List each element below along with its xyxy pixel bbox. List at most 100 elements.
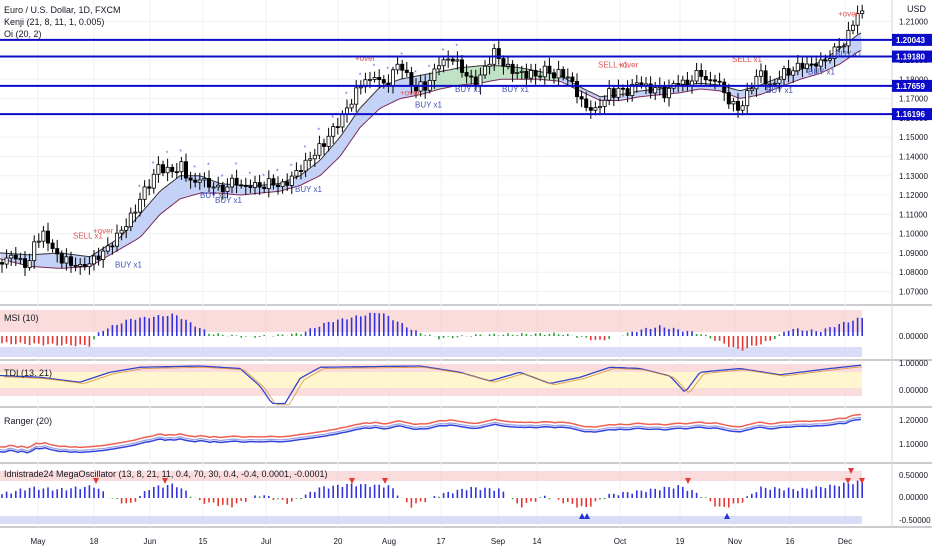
candle-body bbox=[602, 99, 607, 107]
msi-pane-title[interactable]: MSI (10) bbox=[4, 313, 39, 323]
candle-body bbox=[667, 87, 672, 99]
signal-star: * bbox=[193, 165, 196, 172]
candle-body bbox=[777, 78, 782, 84]
candle-body bbox=[137, 198, 142, 213]
mega-upper-zone bbox=[0, 471, 862, 481]
candle-body bbox=[317, 143, 322, 156]
x-tick-label: 19 bbox=[676, 537, 685, 546]
candle-body bbox=[395, 63, 400, 71]
signal-star: * bbox=[373, 64, 376, 71]
candle-body bbox=[634, 82, 639, 85]
candle-body bbox=[105, 245, 110, 252]
signal-star: * bbox=[442, 48, 445, 55]
candle-body bbox=[588, 107, 593, 111]
candle-body bbox=[312, 154, 317, 160]
candle-body bbox=[234, 177, 239, 186]
signal-label: +over bbox=[355, 54, 376, 63]
candle-body bbox=[183, 161, 188, 179]
signal-star: * bbox=[290, 164, 293, 171]
candle-body bbox=[496, 48, 501, 59]
candle-body bbox=[46, 230, 51, 244]
candle-body bbox=[321, 143, 326, 147]
candle-body bbox=[298, 170, 303, 172]
megaoscillator-pane-title[interactable]: Idnistrade24 MegaOscillator (13, 8, 21, … bbox=[4, 469, 328, 479]
candle-body bbox=[92, 255, 97, 265]
level-price-tag bbox=[892, 50, 932, 63]
candle-body bbox=[225, 186, 230, 192]
candle-body bbox=[805, 63, 810, 69]
signal-label: +over bbox=[618, 60, 639, 69]
y-tick-label: 1.18000 bbox=[899, 75, 928, 84]
candle-body bbox=[809, 63, 814, 66]
y-tick-label: 1.17000 bbox=[899, 95, 928, 104]
x-tick-label: 14 bbox=[533, 537, 542, 546]
candle-body bbox=[763, 70, 768, 85]
signal-star: * bbox=[414, 70, 417, 77]
candle-body bbox=[133, 211, 138, 214]
tdi-pane-title[interactable]: TDI (13, 21) bbox=[4, 368, 53, 378]
signal-star: * bbox=[166, 151, 169, 158]
candle-body bbox=[349, 103, 354, 109]
candle-body bbox=[367, 78, 372, 81]
candle-body bbox=[285, 181, 290, 186]
candle-body bbox=[676, 83, 681, 85]
candle-body bbox=[505, 63, 510, 67]
candle-body bbox=[690, 80, 695, 86]
candle-body bbox=[538, 75, 543, 78]
signal-star: * bbox=[455, 43, 458, 50]
candle-body bbox=[653, 87, 658, 94]
signal-label: BUY x1 bbox=[766, 86, 794, 95]
ranger-pane-title[interactable]: Ranger (20) bbox=[4, 416, 53, 426]
candle-body bbox=[193, 179, 198, 183]
x-tick-label: 16 bbox=[786, 537, 795, 546]
candle-body bbox=[73, 265, 78, 267]
signal-star: * bbox=[428, 65, 431, 72]
kenji-upper-line bbox=[0, 32, 862, 258]
y-tick-label: 1.11000 bbox=[899, 210, 928, 219]
candle-body bbox=[266, 178, 271, 189]
symbol-title: Euro / U.S. Dollar, 1D, FXCM Kenji (21, … bbox=[4, 4, 121, 40]
candle-body bbox=[59, 253, 64, 264]
candle-body bbox=[174, 171, 179, 174]
mega-sell-arrow bbox=[848, 468, 854, 474]
candle-body bbox=[552, 72, 557, 79]
tdi-mid-zone bbox=[0, 372, 862, 388]
candle-body bbox=[147, 186, 152, 189]
x-tick-label: 20 bbox=[334, 537, 343, 546]
candle-body bbox=[818, 59, 823, 67]
kenji-indicator-label[interactable]: Kenji (21, 8, 11, 1, 0.005) bbox=[4, 17, 105, 27]
candle-body bbox=[736, 100, 741, 111]
signal-label: SELL x1 bbox=[732, 55, 762, 64]
mega-y-tick: 0.50000 bbox=[899, 471, 928, 480]
candle-body bbox=[828, 58, 833, 61]
x-tick-label: Jun bbox=[144, 537, 157, 546]
candle-body bbox=[115, 232, 120, 247]
candle-body bbox=[156, 164, 161, 175]
msi-y-tick: 0.00000 bbox=[899, 332, 928, 341]
y-tick-label: 1.10000 bbox=[899, 230, 928, 239]
oi-indicator-label[interactable]: Oi (20, 2) bbox=[4, 29, 42, 39]
signal-star: * bbox=[345, 91, 348, 98]
candle-body bbox=[128, 212, 133, 228]
msi-upper-zone bbox=[0, 310, 862, 332]
candle-body bbox=[759, 70, 764, 77]
candle-body bbox=[625, 88, 630, 96]
mega-buy-arrow bbox=[579, 513, 585, 519]
candle-body bbox=[13, 254, 18, 260]
candle-body bbox=[211, 186, 216, 189]
signal-star: * bbox=[179, 149, 182, 156]
candle-body bbox=[455, 59, 460, 62]
level-price-text: 1.20043 bbox=[896, 36, 925, 45]
candle-body bbox=[446, 58, 451, 61]
candle-body bbox=[216, 184, 221, 188]
candle-body bbox=[390, 69, 395, 87]
candle-body bbox=[179, 161, 184, 173]
candle-body bbox=[50, 242, 55, 249]
signal-star: * bbox=[359, 72, 362, 79]
x-tick-label: Nov bbox=[728, 537, 742, 546]
candle-body bbox=[9, 254, 14, 259]
candle-body bbox=[482, 65, 487, 76]
candle-body bbox=[722, 81, 727, 93]
candle-body bbox=[55, 248, 60, 255]
candle-body bbox=[611, 88, 616, 98]
